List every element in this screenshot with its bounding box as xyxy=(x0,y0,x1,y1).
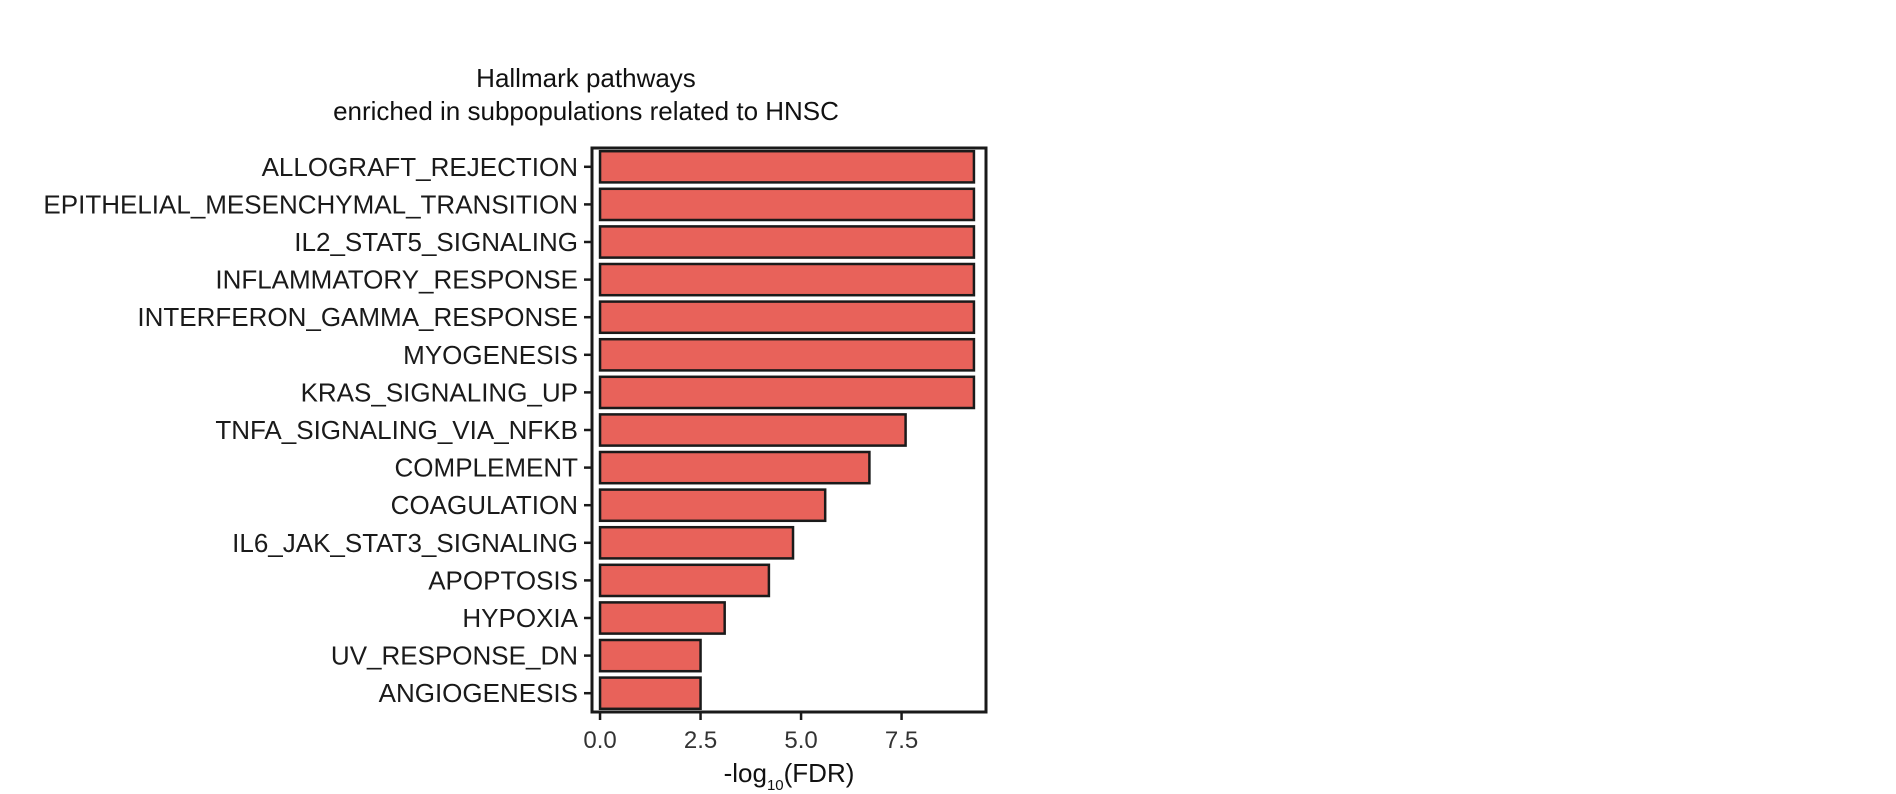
chart-subtitle: enriched in subpopulations related to HN… xyxy=(333,96,839,126)
chart-title: Hallmark pathways xyxy=(476,63,696,93)
x-tick-label: 0.0 xyxy=(583,727,616,754)
bar-allograft-rejection xyxy=(598,149,976,184)
bar-coagulation xyxy=(598,488,827,523)
category-labels: ALLOGRAFT_REJECTION EPITHELIAL_MESENCHYMA… xyxy=(43,152,592,708)
bar-kras-signaling-up xyxy=(598,375,976,410)
bar-il6-jak-stat3-signaling xyxy=(598,525,795,560)
bar-inflammatory-response xyxy=(598,262,976,297)
bar-il2-stat5-signaling xyxy=(598,225,976,259)
plot-panel-border xyxy=(590,146,988,714)
category-label: HYPOXIA xyxy=(462,603,578,633)
category-label: ALLOGRAFT_REJECTION xyxy=(262,152,578,182)
bar-myogenesis xyxy=(598,337,976,372)
category-label: INFLAMMATORY_RESPONSE xyxy=(215,265,578,295)
bar-apoptosis xyxy=(598,563,771,598)
x-axis-title-subscript: 10 xyxy=(767,777,784,794)
category-label: EPITHELIAL_MESENCHYMAL_TRANSITION xyxy=(43,189,578,219)
bar-interferon-gamma-response xyxy=(598,300,976,335)
bar-uv-response-dn xyxy=(598,638,702,673)
category-label: COMPLEMENT xyxy=(395,453,579,483)
x-tick-label: 5.0 xyxy=(784,727,817,754)
category-label: APOPTOSIS xyxy=(428,565,578,595)
x-tick-label: 7.5 xyxy=(885,727,918,754)
category-label: COAGULATION xyxy=(391,490,578,520)
category-label: UV_RESPONSE_DN xyxy=(331,641,578,671)
x-axis: 0.0 2.5 5.0 7.5 xyxy=(583,712,918,754)
x-axis-title-suffix: (FDR) xyxy=(784,758,855,788)
bar-tnfa-signaling-via-nfkb xyxy=(598,413,907,447)
x-axis-title: -log10(FDR) xyxy=(724,758,855,794)
bar-complement xyxy=(598,450,871,485)
bar-epithelial-mesenchymal-transition xyxy=(598,187,976,222)
category-label: INTERFERON_GAMMA_RESPONSE xyxy=(137,302,578,332)
bar-hypoxia xyxy=(598,601,726,635)
bars-layer xyxy=(598,149,976,711)
category-label: IL6_JAK_STAT3_SIGNALING xyxy=(232,528,578,558)
x-axis-title-prefix: -log xyxy=(724,758,767,788)
bar-angiogenesis xyxy=(598,676,702,711)
category-label: KRAS_SIGNALING_UP xyxy=(301,377,578,407)
x-tick-label: 2.5 xyxy=(684,727,717,754)
category-label: IL2_STAT5_SIGNALING xyxy=(294,227,578,257)
category-label: TNFA_SIGNALING_VIA_NFKB xyxy=(215,415,578,445)
category-label: MYOGENESIS xyxy=(403,340,578,370)
category-label: ANGIOGENESIS xyxy=(379,678,578,708)
